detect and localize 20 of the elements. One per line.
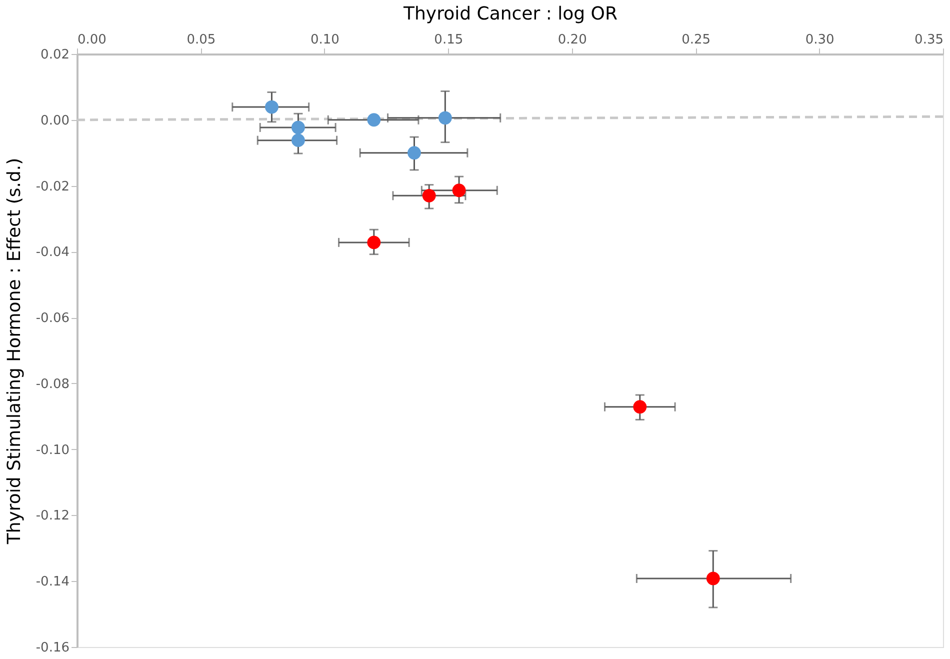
- y-tick-label: -0.10: [36, 442, 70, 458]
- x-axis-title: Thyroid Cancer : log OR: [402, 4, 618, 24]
- y-axis-title: Thyroid Stimulating Hormone : Effect (s.d.): [4, 158, 25, 546]
- x-tick-label: 0.00: [78, 32, 106, 48]
- x-tick-label: 0.35: [914, 32, 944, 48]
- y-tick-label: -0.16: [36, 640, 70, 656]
- x-tick-label: 0.25: [682, 32, 711, 48]
- y-tick-label: -0.12: [36, 508, 70, 524]
- y-tick-label: -0.02: [36, 179, 70, 194]
- x-tick-label: 0.20: [558, 32, 587, 48]
- y-tick-label: 0.02: [40, 48, 70, 62]
- y-tick-label: -0.04: [36, 245, 70, 260]
- y-tick-label: -0.08: [36, 376, 70, 392]
- y-tick-label: -0.06: [36, 311, 70, 326]
- y-tick-label: -0.14: [36, 574, 70, 590]
- x-tick-label: 0.05: [186, 32, 216, 48]
- y-tick-label: 0.00: [40, 113, 70, 128]
- x-tick-label: 0.10: [310, 32, 340, 48]
- x-tick-label: 0.30: [805, 32, 834, 48]
- x-tick-label: 0.15: [434, 32, 464, 48]
